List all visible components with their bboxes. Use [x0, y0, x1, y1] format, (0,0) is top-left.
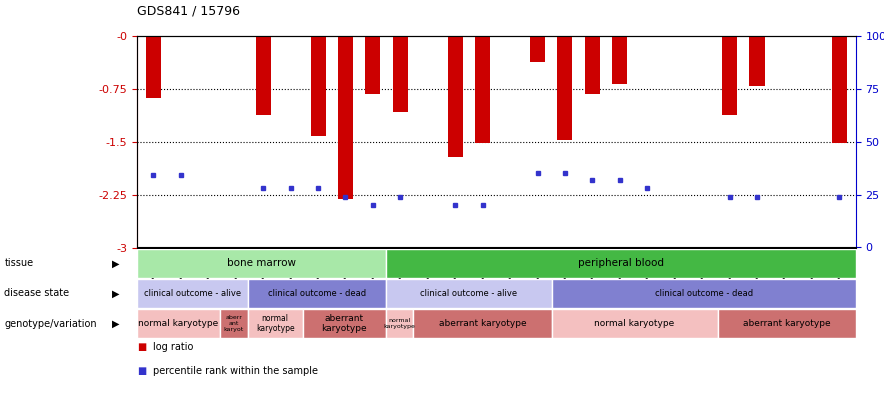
Bar: [255, 36, 271, 115]
Bar: [447, 36, 462, 157]
Bar: [303, 309, 385, 338]
Bar: [558, 36, 573, 140]
Bar: [475, 36, 491, 143]
Text: aberr
ant
karyot: aberr ant karyot: [224, 315, 244, 332]
Text: log ratio: log ratio: [153, 342, 194, 352]
Bar: [248, 279, 385, 308]
Bar: [718, 309, 856, 338]
Text: peripheral blood: peripheral blood: [578, 258, 664, 268]
Bar: [338, 36, 353, 200]
Text: percentile rank within the sample: percentile rank within the sample: [153, 366, 318, 375]
Bar: [385, 309, 414, 338]
Text: ▶: ▶: [112, 318, 119, 329]
Bar: [137, 309, 220, 338]
Text: aberrant
karyotype: aberrant karyotype: [322, 314, 367, 333]
Bar: [248, 309, 303, 338]
Text: GDS841 / 15796: GDS841 / 15796: [137, 5, 240, 18]
Bar: [530, 36, 545, 63]
Bar: [385, 249, 856, 278]
Text: ▶: ▶: [112, 288, 119, 299]
Text: disease state: disease state: [4, 288, 70, 299]
Bar: [137, 279, 248, 308]
Text: clinical outcome - alive: clinical outcome - alive: [420, 289, 517, 298]
Text: ■: ■: [137, 342, 146, 352]
Bar: [310, 36, 325, 136]
Bar: [552, 279, 856, 308]
Text: genotype/variation: genotype/variation: [4, 318, 97, 329]
Bar: [220, 309, 248, 338]
Bar: [552, 309, 718, 338]
Text: ■: ■: [137, 366, 146, 375]
Text: normal
karyotype: normal karyotype: [384, 318, 415, 329]
Bar: [146, 36, 161, 98]
Bar: [585, 36, 600, 93]
Bar: [392, 36, 408, 112]
Text: normal
karyotype: normal karyotype: [255, 314, 294, 333]
Text: ▶: ▶: [112, 258, 119, 268]
Bar: [613, 36, 628, 84]
Text: clinical outcome - dead: clinical outcome - dead: [268, 289, 366, 298]
Bar: [385, 279, 552, 308]
Bar: [722, 36, 737, 115]
Text: normal karyotype: normal karyotype: [139, 319, 218, 328]
Text: bone marrow: bone marrow: [227, 258, 296, 268]
Text: aberrant karyotype: aberrant karyotype: [438, 319, 526, 328]
Text: clinical outcome - alive: clinical outcome - alive: [144, 289, 240, 298]
Bar: [832, 36, 847, 143]
Bar: [414, 309, 552, 338]
Bar: [137, 249, 385, 278]
Text: tissue: tissue: [4, 258, 34, 268]
Text: aberrant karyotype: aberrant karyotype: [743, 319, 830, 328]
Bar: [750, 36, 765, 86]
Text: clinical outcome - dead: clinical outcome - dead: [655, 289, 753, 298]
Bar: [365, 36, 380, 93]
Text: normal karyotype: normal karyotype: [594, 319, 674, 328]
